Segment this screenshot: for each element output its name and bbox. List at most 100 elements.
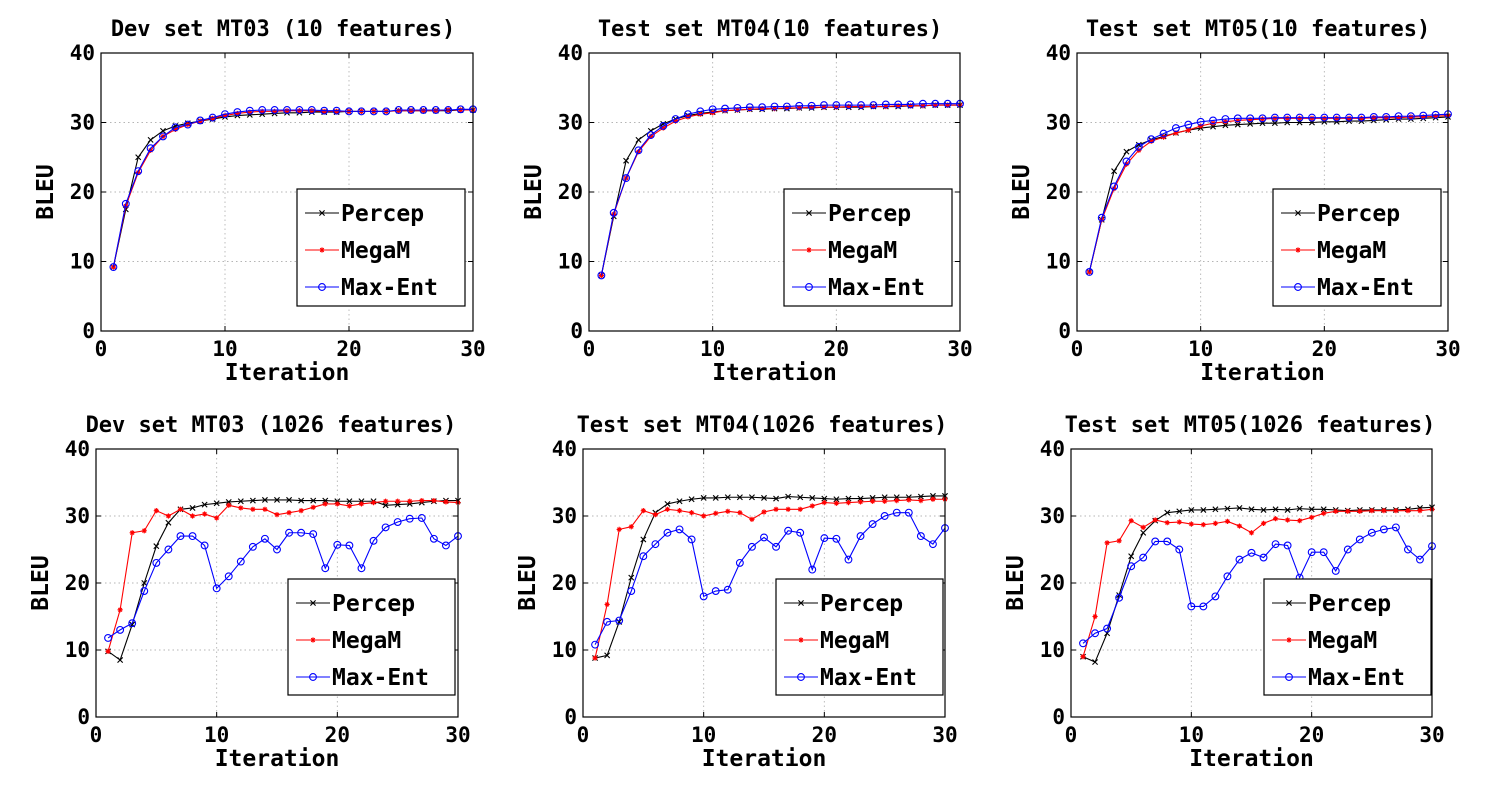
series-line-percep: [1082, 506, 1433, 663]
data-point: [334, 108, 340, 114]
x-tick-label: 20: [325, 723, 350, 747]
data-point: [1196, 117, 1205, 126]
data-point: [917, 493, 924, 500]
data-point: [906, 497, 912, 503]
data-point: [628, 524, 634, 530]
y-tick-label: 30: [1040, 504, 1065, 528]
data-point: [121, 199, 130, 208]
data-point: [895, 103, 901, 109]
data-point: [1408, 114, 1414, 120]
data-point: [591, 640, 600, 649]
data-point: [1175, 545, 1184, 554]
data-point: [1200, 522, 1206, 528]
y-tick-label: 30: [558, 111, 583, 135]
data-point: [1235, 117, 1241, 124]
data-point: [700, 494, 707, 501]
data-point: [259, 108, 265, 114]
data-point: [1433, 113, 1439, 119]
data-point: [164, 545, 173, 554]
data-point: [1140, 529, 1147, 536]
data-point: [1224, 518, 1231, 524]
data-point: [1103, 624, 1112, 633]
data-point: [749, 516, 755, 522]
y-tick-label: 40: [1046, 41, 1071, 65]
series-max-ent: [1079, 523, 1436, 648]
data-point: [1187, 602, 1196, 611]
data-point: [1379, 525, 1388, 534]
data-point: [663, 528, 672, 537]
data-point: [283, 106, 291, 114]
data-point: [249, 497, 256, 504]
legend-marker: [805, 283, 813, 291]
data-point: [1209, 116, 1217, 125]
data-point: [431, 106, 440, 114]
data-point: [711, 587, 720, 595]
data-point: [334, 498, 341, 505]
data-point: [1111, 185, 1117, 192]
data-point: [1420, 114, 1426, 120]
data-point: [616, 526, 622, 532]
data-point: [820, 101, 828, 110]
data-point: [858, 103, 864, 110]
data-point: [1200, 506, 1207, 513]
data-point: [310, 504, 316, 510]
legend-label: MegaM: [332, 628, 401, 654]
data-point: [188, 532, 197, 541]
data-point: [1128, 553, 1135, 560]
data-point: [272, 108, 278, 114]
series-line-percep: [107, 499, 458, 661]
data-point: [945, 102, 951, 108]
data-point: [907, 103, 914, 109]
data-point: [369, 536, 378, 545]
data-point: [171, 123, 180, 132]
series-line-max-ent: [1088, 113, 1449, 273]
data-point: [346, 498, 353, 505]
data-point: [1092, 613, 1098, 620]
y-axis-label: BLEU: [1003, 555, 1029, 610]
y-tick-label: 30: [552, 504, 577, 528]
data-point: [918, 99, 927, 108]
legend-label: MegaM: [820, 628, 889, 654]
data-point: [1164, 520, 1170, 526]
data-point: [1210, 120, 1216, 126]
data-point: [406, 500, 413, 507]
data-point: [224, 572, 233, 581]
data-point: [109, 263, 118, 272]
data-point: [761, 494, 767, 501]
y-tick-label: 30: [1046, 111, 1071, 135]
data-point: [1283, 113, 1292, 122]
y-tick-label: 0: [570, 319, 583, 343]
data-point: [1123, 148, 1130, 155]
data-point: [1395, 115, 1402, 121]
y-tick-label: 20: [552, 571, 577, 595]
series-line-max-ent: [112, 108, 473, 268]
y-tick-label: 40: [552, 437, 577, 461]
data-point: [1188, 506, 1195, 513]
legend-marker: [319, 210, 325, 216]
x-tick-label: 0: [583, 337, 596, 361]
data-point: [286, 496, 293, 503]
legend-label: Max-Ent: [332, 665, 429, 691]
data-point: [1283, 541, 1292, 550]
y-tick-label: 0: [564, 705, 577, 729]
data-point: [238, 505, 244, 511]
data-point: [931, 99, 940, 108]
data-point: [370, 500, 377, 506]
data-point: [116, 625, 125, 634]
data-point: [672, 118, 679, 124]
data-point: [685, 114, 691, 120]
data-point: [821, 495, 828, 502]
data-point: [785, 493, 792, 500]
data-point: [1369, 508, 1375, 514]
data-point: [270, 106, 279, 114]
data-point: [1371, 115, 1377, 121]
legend-entry-max-ent: Max-Ent: [1281, 275, 1414, 301]
data-point: [1080, 654, 1086, 660]
data-point: [906, 100, 915, 109]
data-point: [298, 508, 304, 514]
chart-panel-1: 0 10 20 30 0 10 20 30 40 Dev set MT03 (10 feature…: [33, 17, 486, 386]
legend-entry-percep: Percep: [1272, 591, 1391, 617]
data-point: [797, 506, 803, 512]
x-axis-label: Iteration: [1200, 360, 1325, 386]
